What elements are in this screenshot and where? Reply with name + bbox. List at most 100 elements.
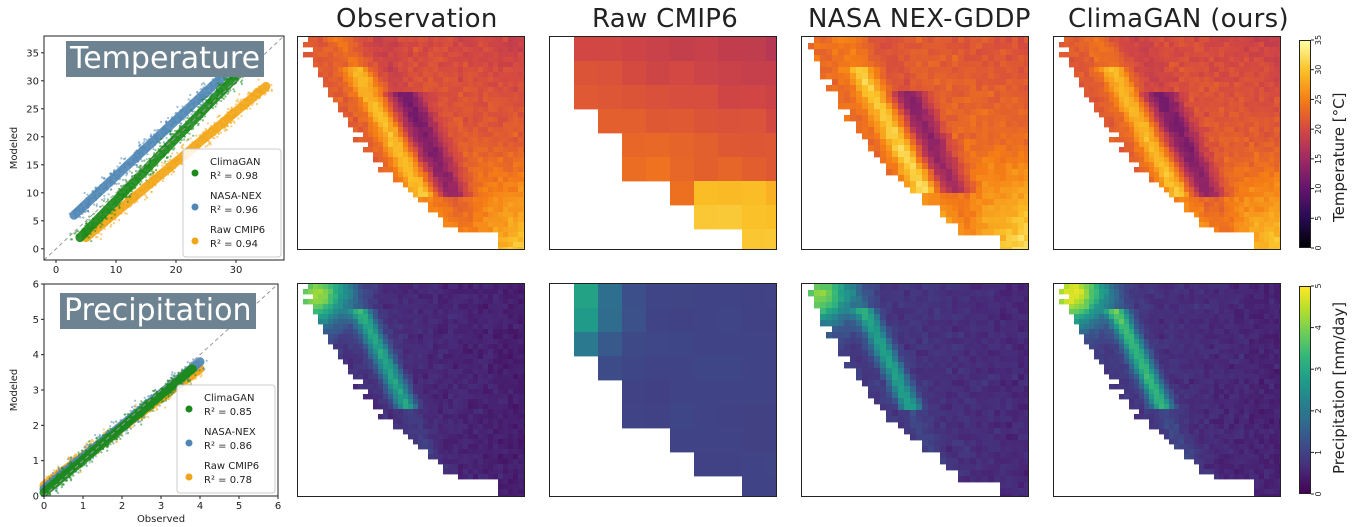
map-cell	[408, 67, 414, 73]
map-cell	[393, 57, 399, 63]
map-cell	[368, 52, 374, 58]
temperature-label: Temperature	[66, 41, 265, 77]
map-cell	[448, 127, 454, 133]
map-cell	[468, 127, 474, 133]
scatter-point	[164, 399, 168, 402]
map-cell	[498, 82, 504, 88]
map-cell	[313, 62, 319, 68]
map-cell	[353, 62, 359, 68]
map-cell	[368, 67, 374, 73]
scatter-point	[235, 99, 238, 103]
map-cell	[448, 47, 454, 53]
legend-box	[176, 384, 276, 494]
map-cell	[503, 157, 509, 163]
map-cell	[393, 37, 399, 43]
map-cell	[368, 87, 374, 93]
map-cell	[338, 42, 344, 48]
scatter-point	[195, 134, 198, 137]
map-cell	[438, 107, 444, 113]
map-cell	[453, 37, 459, 43]
scatter-point	[218, 83, 221, 86]
map-cell	[428, 142, 434, 148]
map-cell	[348, 112, 354, 118]
scatter-point	[205, 95, 208, 99]
map-cell	[363, 97, 369, 103]
x-tick-label: 30	[230, 265, 243, 276]
map-cell	[403, 72, 409, 78]
map-cell	[363, 127, 369, 133]
scatter-point	[69, 461, 72, 464]
scatter-point	[119, 437, 122, 440]
map-cell	[513, 102, 519, 108]
map-cell	[463, 67, 469, 73]
map-cell	[393, 127, 399, 133]
scatter-point	[144, 198, 147, 201]
map-cell	[378, 42, 384, 48]
scatter-point	[160, 120, 163, 123]
scatter-point	[189, 381, 192, 384]
map-cell	[363, 67, 369, 73]
map-cell	[523, 47, 524, 53]
map-cell	[473, 147, 479, 153]
scatter-point	[199, 88, 202, 91]
map-cell	[403, 152, 409, 158]
map-cell	[448, 122, 454, 128]
scatter-point	[140, 419, 143, 422]
scatter-point	[143, 159, 146, 162]
map-cell	[368, 142, 374, 148]
map-cell	[338, 62, 344, 68]
map-cell	[423, 132, 429, 138]
map-cell	[453, 157, 459, 163]
scatter-point	[143, 416, 146, 419]
scatter-point	[197, 124, 200, 127]
scatter-point	[147, 416, 150, 419]
map-cell	[348, 67, 354, 73]
map-cell	[468, 122, 474, 128]
map-cell	[403, 127, 409, 133]
map-cell	[333, 47, 339, 53]
scatter-point	[79, 469, 82, 472]
map-cell	[348, 72, 354, 78]
map-cell	[353, 77, 359, 83]
map-cell	[493, 42, 499, 48]
map-cell	[383, 117, 389, 123]
scatter-point	[187, 98, 190, 101]
map-cell	[368, 137, 374, 143]
scatter-point	[164, 406, 167, 409]
map-cell	[343, 82, 349, 88]
map-cell	[338, 102, 344, 108]
map-cell	[323, 57, 329, 63]
map-cell	[518, 137, 524, 143]
map-cell	[518, 77, 524, 83]
map-cell	[493, 167, 499, 173]
scatter-point	[180, 122, 183, 125]
scatter-point	[69, 479, 73, 482]
scatter-point	[158, 404, 161, 407]
map-cell	[518, 107, 524, 113]
scatter-point	[217, 114, 220, 117]
scatter-point	[139, 183, 142, 186]
map-cell	[383, 162, 389, 168]
map-cell	[378, 137, 384, 143]
map-cell	[388, 122, 394, 128]
map-cell	[483, 42, 489, 48]
scatter-point	[95, 205, 98, 208]
y-axis-label: Modeled	[9, 369, 20, 412]
map-cell	[493, 107, 499, 113]
map-cell	[398, 72, 404, 78]
map-cell	[388, 42, 394, 48]
scatter-point	[188, 132, 191, 135]
map-cell	[338, 37, 344, 43]
map-cell	[468, 87, 474, 93]
map-cell	[393, 137, 399, 143]
map-cell	[448, 92, 454, 98]
map-cell	[523, 67, 524, 73]
map-cell	[393, 152, 399, 158]
map-cell	[408, 42, 414, 48]
map-cell	[378, 57, 384, 63]
scatter-point	[159, 137, 162, 141]
map-cell	[443, 137, 449, 143]
map-cell	[398, 167, 404, 173]
map-cell	[353, 102, 359, 108]
scatter-point	[123, 413, 126, 416]
